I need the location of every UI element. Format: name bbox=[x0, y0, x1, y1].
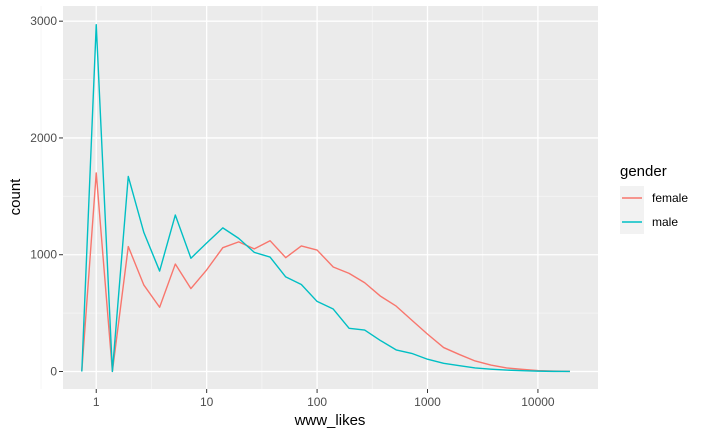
series-line-male bbox=[81, 23, 570, 373]
axis-ticks bbox=[59, 20, 539, 393]
tick-labels: 1 10 100 1000 10000 0 1000 2000 3000 bbox=[30, 14, 555, 409]
x-axis-title: www_likes bbox=[294, 412, 366, 429]
y-tick-label: 0 bbox=[50, 364, 57, 378]
y-axis-title: count bbox=[7, 178, 24, 216]
minor-gridlines bbox=[40, 6, 598, 389]
y-tick-label: 1000 bbox=[30, 248, 57, 262]
x-tick-label: 10000 bbox=[521, 395, 555, 409]
series-line-female bbox=[81, 172, 570, 373]
legend-items: female male bbox=[620, 186, 688, 234]
legend-label-female: female bbox=[652, 191, 688, 205]
y-tick-label: 2000 bbox=[30, 131, 57, 145]
legend-label-male: male bbox=[652, 215, 678, 229]
plot-panel bbox=[63, 6, 598, 389]
x-tick-label: 1 bbox=[93, 395, 100, 409]
x-tick-label: 100 bbox=[307, 395, 327, 409]
y-tick-label: 3000 bbox=[30, 14, 57, 28]
x-tick-label: 10 bbox=[200, 395, 214, 409]
legend: gender female male bbox=[620, 163, 688, 234]
major-gridlines bbox=[63, 6, 598, 389]
x-tick-label: 1000 bbox=[414, 395, 441, 409]
series-lines bbox=[81, 23, 570, 373]
legend-title: gender bbox=[620, 163, 667, 180]
